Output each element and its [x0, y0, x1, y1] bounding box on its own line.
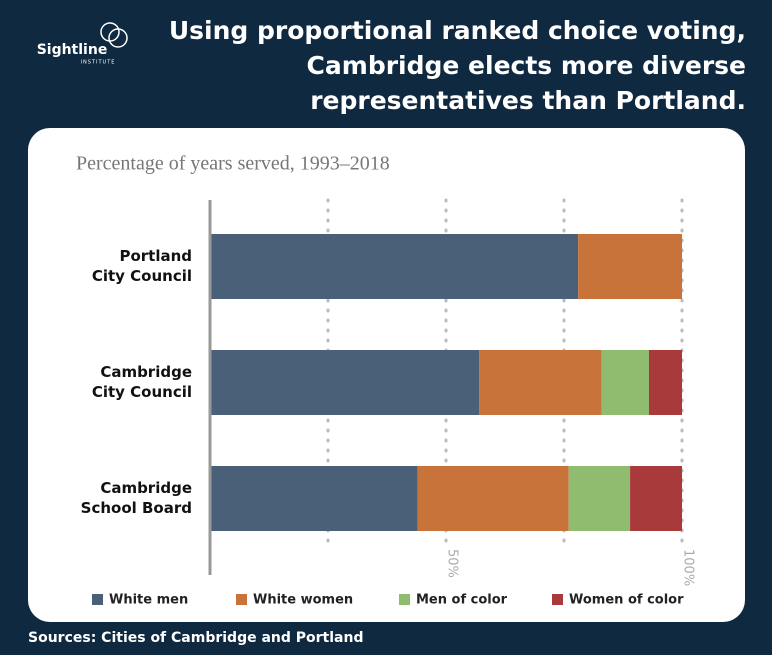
logo-name: Sightline — [37, 42, 108, 58]
bar-segment — [578, 234, 682, 299]
source: Sources: Cities of Cambridge and Portlan… — [28, 630, 364, 646]
x-tick-label: 50% — [445, 549, 460, 578]
legend-swatch — [399, 594, 410, 605]
y-tick-label: Portland — [119, 247, 192, 265]
legend-label: Women of color — [569, 593, 684, 608]
bar-segment — [601, 350, 649, 415]
bar-segment — [568, 466, 631, 531]
logo-sub: INSTITUTE — [81, 60, 116, 66]
legend-swatch — [92, 594, 103, 605]
bar-segment — [648, 350, 682, 415]
bar-segment — [210, 234, 579, 299]
legend-swatch — [236, 594, 247, 605]
subtitle: Percentage of years served, 1993–2018 — [76, 153, 390, 175]
legend-label: Men of color — [416, 593, 508, 608]
legend-label: White women — [253, 593, 353, 608]
bar-segment — [630, 466, 682, 531]
x-tick-label: 100% — [681, 549, 696, 586]
logo-mark — [100, 22, 120, 42]
y-tick-label: City Council — [92, 267, 192, 285]
legend-swatch — [552, 594, 563, 605]
y-tick-label: Cambridge — [100, 363, 192, 381]
y-tick-label: City Council — [92, 383, 192, 401]
bar-segment — [210, 466, 418, 531]
y-tick-label: School Board — [81, 499, 192, 517]
legend-label: White men — [109, 593, 188, 608]
bar-segment — [479, 350, 602, 415]
logo-mark — [108, 28, 128, 48]
title-line: representatives than Portland. — [310, 86, 746, 115]
bar-segment — [417, 466, 569, 531]
bar-segment — [210, 350, 480, 415]
title-line: Using proportional ranked choice voting, — [169, 16, 746, 45]
y-tick-label: Cambridge — [100, 479, 192, 497]
title-line: Cambridge elects more diverse — [307, 51, 746, 80]
